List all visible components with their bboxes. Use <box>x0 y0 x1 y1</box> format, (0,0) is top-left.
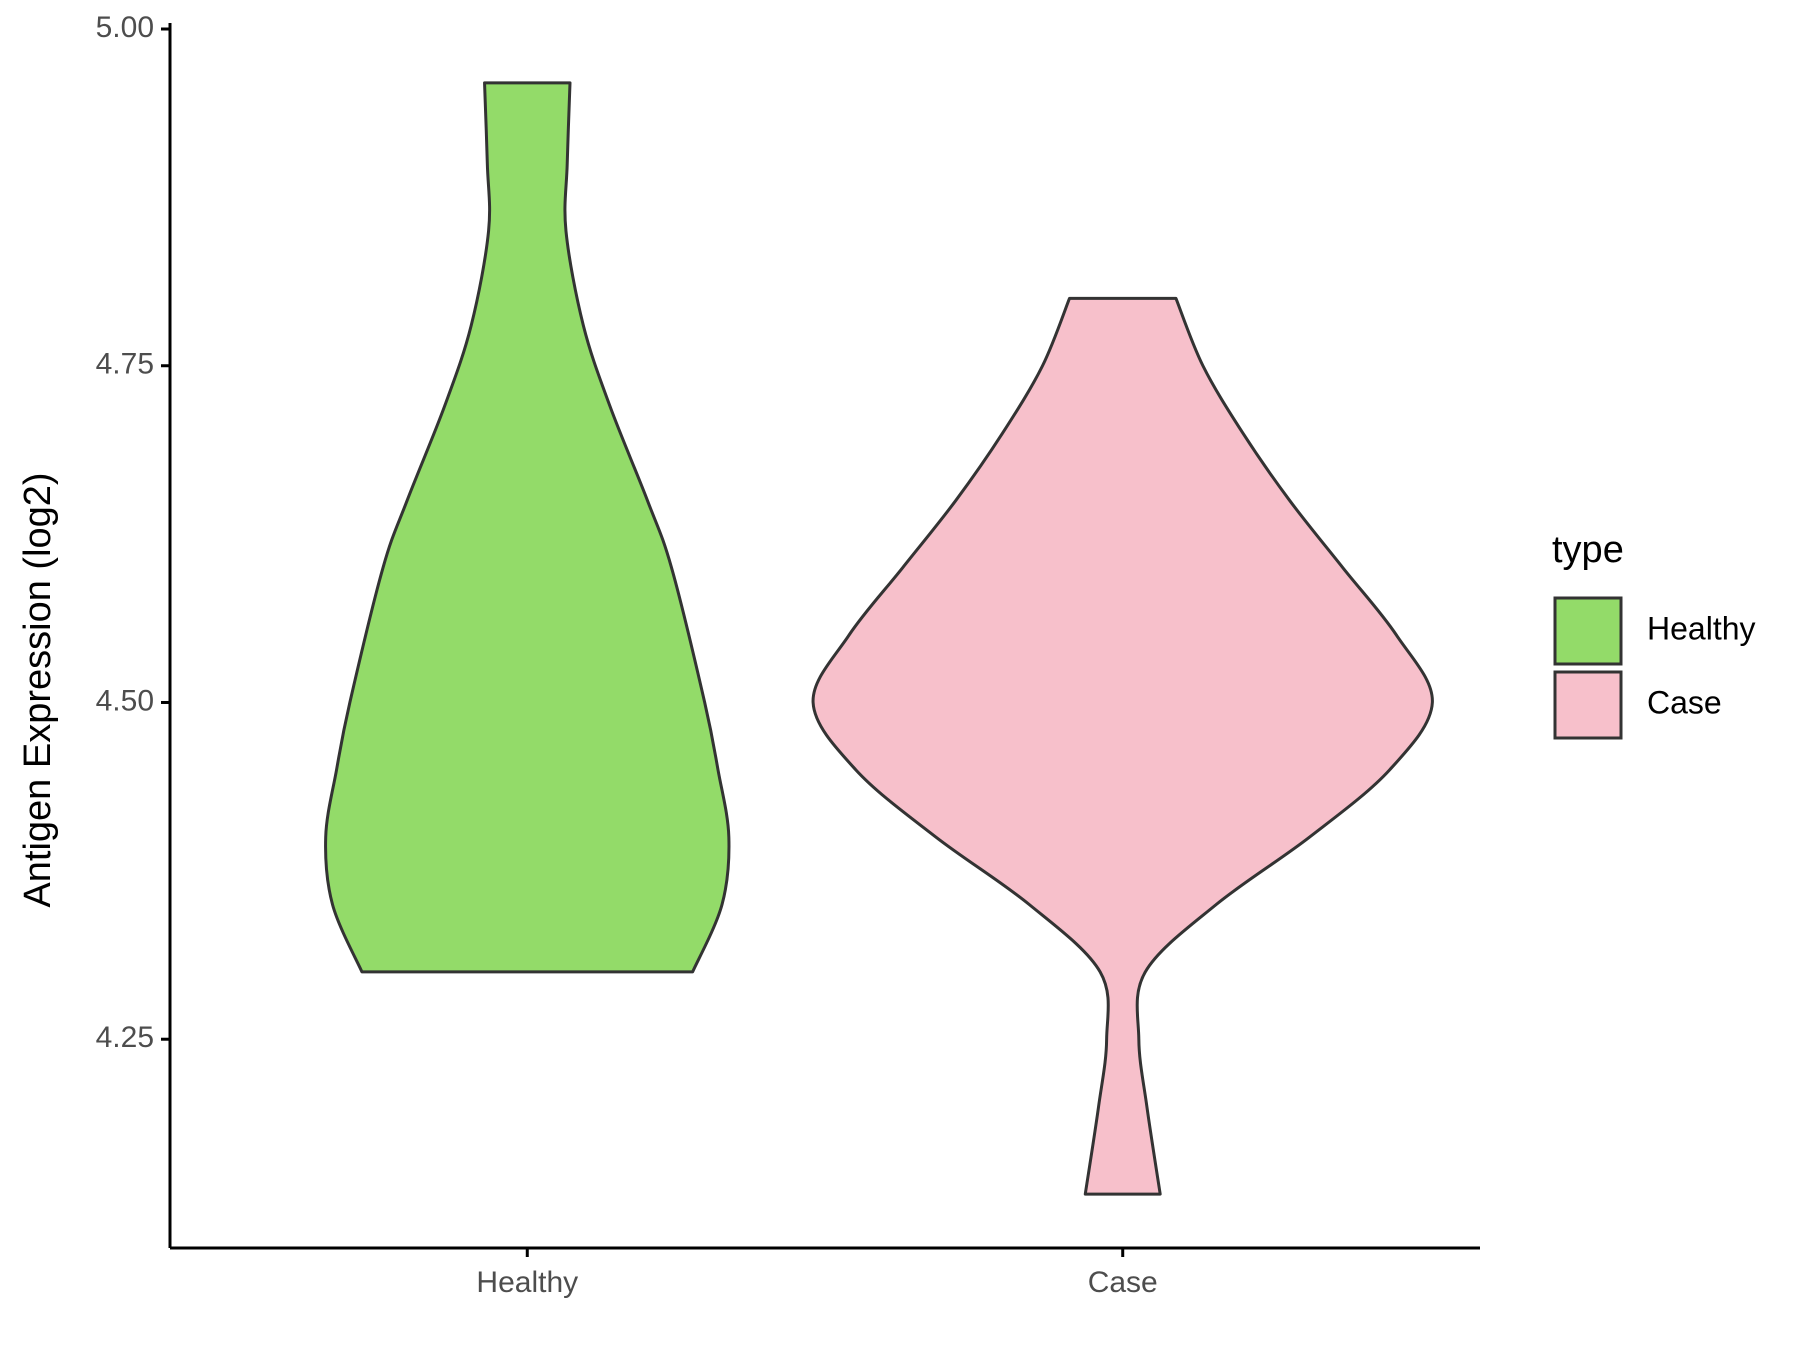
legend-key <box>1553 670 1623 740</box>
legend-key <box>1553 596 1623 666</box>
legend-label: Healthy <box>1647 610 1756 646</box>
legend-title: type <box>1552 529 1624 571</box>
x-tick-label: Case <box>1088 1266 1158 1299</box>
violin <box>324 81 731 974</box>
violin <box>811 296 1434 1196</box>
y-tick-label: 4.75 <box>96 348 154 381</box>
y-tick-label: 5.00 <box>96 11 154 44</box>
y-tick-label: 4.25 <box>96 1021 154 1054</box>
y-tick-label: 4.50 <box>96 684 154 717</box>
x-tick-label: Healthy <box>476 1266 578 1299</box>
legend-label: Case <box>1647 684 1722 720</box>
y-axis-title: Antigen Expression (log2) <box>17 472 59 907</box>
